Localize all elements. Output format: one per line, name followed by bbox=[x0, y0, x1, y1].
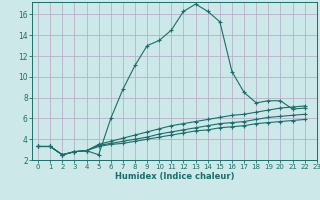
X-axis label: Humidex (Indice chaleur): Humidex (Indice chaleur) bbox=[115, 172, 234, 181]
